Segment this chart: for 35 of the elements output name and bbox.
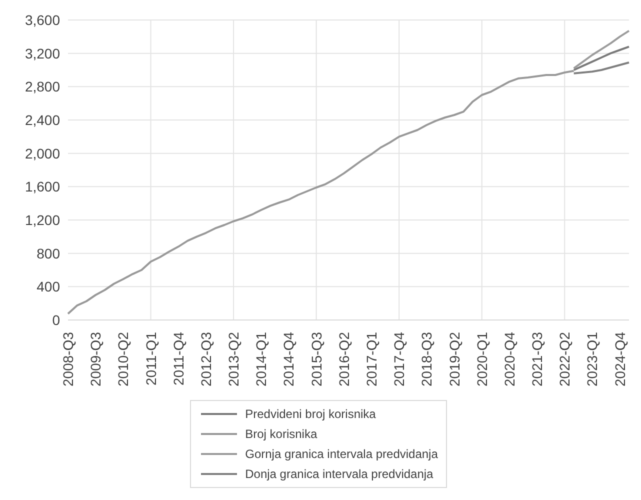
legend-label: Broj korisnika [245, 427, 318, 441]
y-tick-label: 400 [36, 278, 60, 295]
y-tick-label: 3,200 [24, 45, 60, 62]
x-tick-label: 2019-Q2 [446, 332, 462, 386]
x-tick-label: 2024-Q4 [612, 332, 628, 386]
x-tick-label: 2013-Q2 [226, 332, 242, 386]
x-tick-label: 2020-Q1 [474, 332, 490, 386]
y-tick-label: 2,000 [24, 145, 60, 162]
x-tick-label: 2015-Q3 [308, 332, 324, 386]
x-tick-label: 2020-Q4 [501, 332, 518, 386]
x-tick-label: 2017-Q1 [363, 332, 380, 386]
x-tick-label: 2018-Q3 [418, 332, 435, 386]
x-tick-label: 2012-Q3 [198, 332, 214, 386]
x-tick-label: 2014-Q1 [253, 332, 270, 386]
y-tick-label: 1,200 [24, 212, 60, 228]
legend-label: Gornja granica intervala predvidanja [245, 447, 438, 461]
x-tick-label: 2021-Q3 [529, 332, 546, 386]
y-tick-label: 0 [52, 312, 60, 328]
legend-label: Donja granica intervala predvidanja [245, 467, 434, 481]
x-tick-label: 2011-Q1 [142, 332, 159, 386]
y-tick-label: 800 [36, 245, 60, 262]
x-tick-label: 2011-Q4 [170, 332, 186, 386]
x-tick-label: 2010-Q2 [115, 332, 132, 386]
x-tick-label: 2023-Q1 [584, 332, 600, 386]
x-tick-label: 2016-Q2 [336, 332, 352, 386]
x-tick-label: 2008-Q3 [60, 332, 76, 386]
x-tick-label: 2009-Q3 [88, 332, 104, 386]
legend-label: Predvideni broj korisnika [245, 407, 376, 421]
y-tick-label: 2,400 [24, 112, 60, 128]
y-tick-label: 3,600 [24, 12, 60, 28]
y-tick-label: 1,600 [24, 178, 60, 195]
y-tick-label: 2,800 [24, 78, 60, 95]
x-tick-label: 2014-Q4 [280, 332, 297, 386]
x-tick-label: 2022-Q2 [556, 332, 573, 386]
x-tick-label: 2017-Q4 [391, 332, 408, 386]
